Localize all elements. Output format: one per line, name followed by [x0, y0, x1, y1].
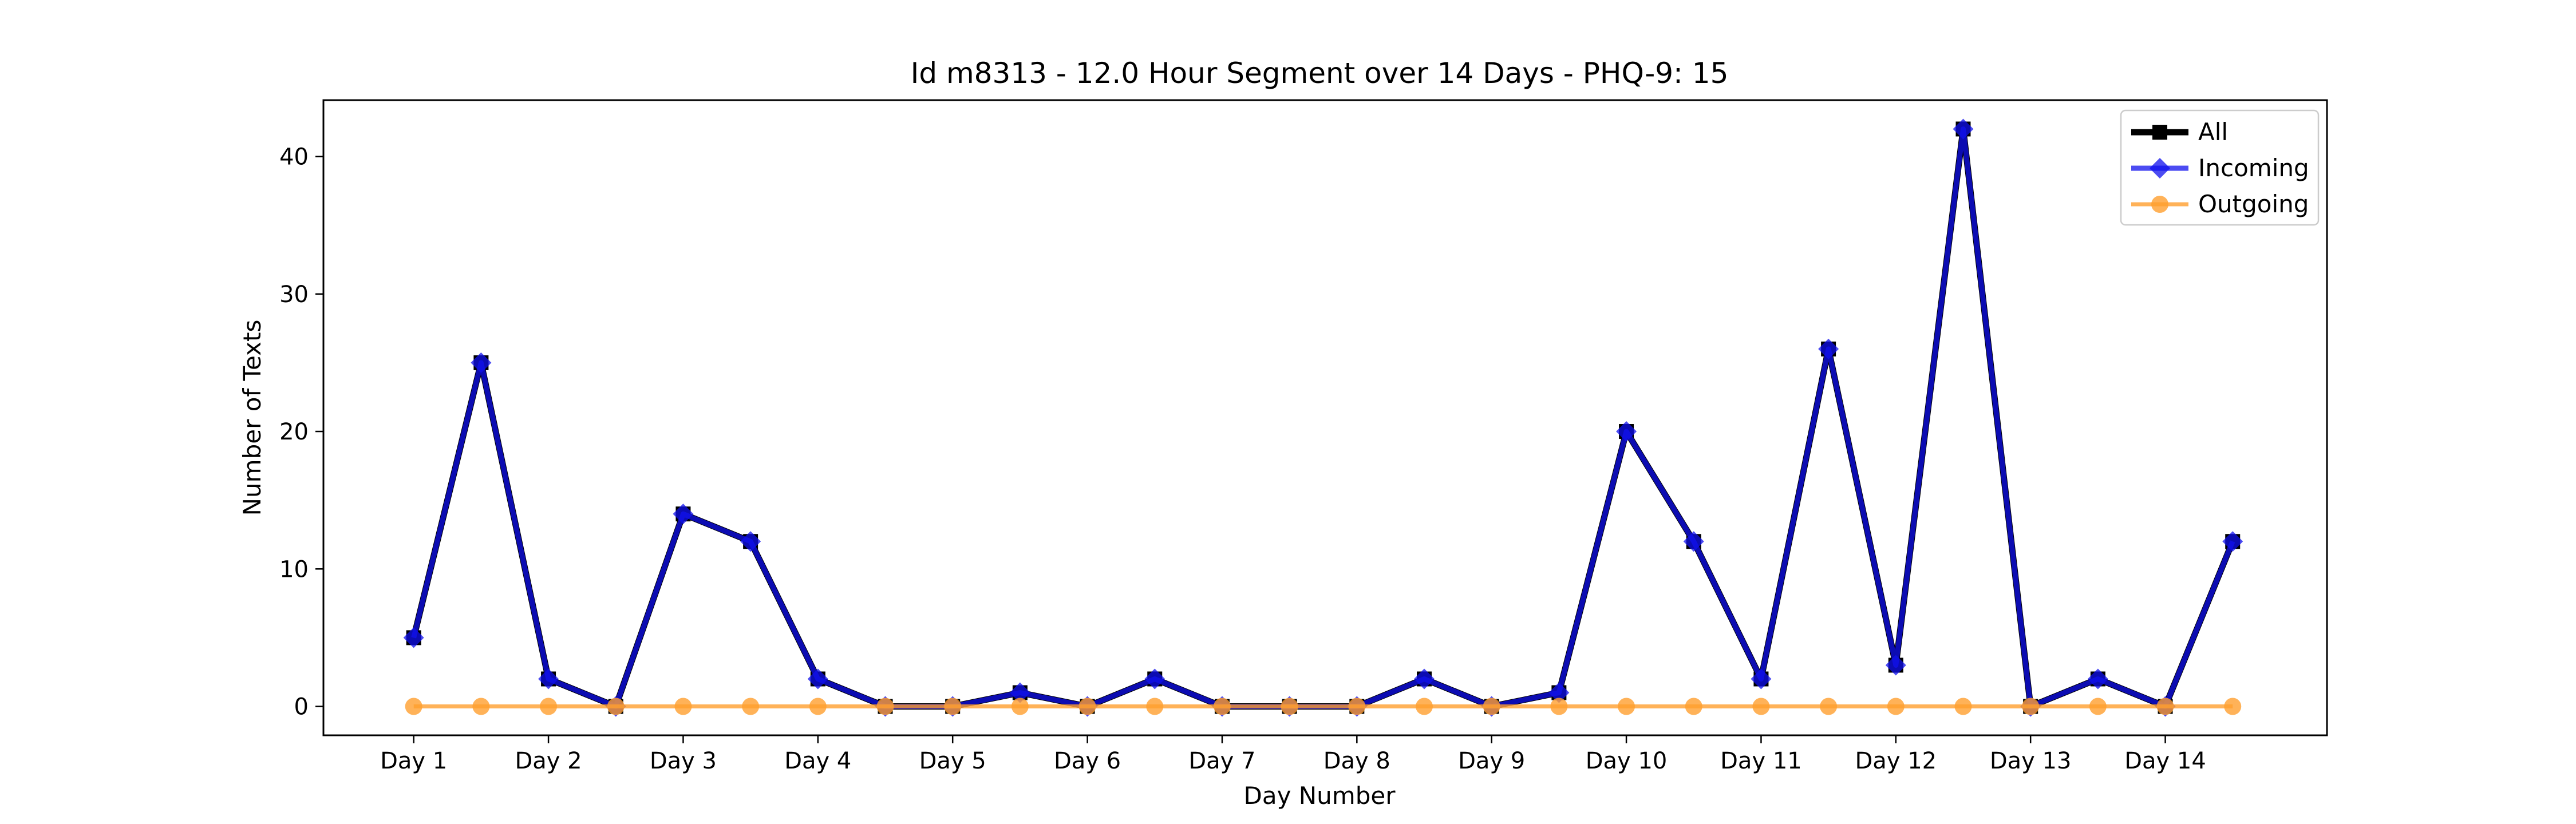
- series-incoming: [403, 118, 2243, 717]
- x-tick-label: Day 6: [1054, 748, 1121, 774]
- data-point: [607, 698, 625, 715]
- data-point: [1820, 698, 1838, 715]
- data-point: [1616, 421, 1637, 442]
- data-point: [1618, 698, 1635, 715]
- data-point: [1281, 698, 1298, 715]
- legend: All Incoming Outgoing: [2120, 109, 2320, 226]
- data-point: [673, 504, 694, 525]
- x-tick-label: Day 13: [1990, 748, 2072, 774]
- data-point: [405, 698, 422, 715]
- y-axis-label: Number of Texts: [238, 320, 266, 516]
- x-tick-label: Day 4: [784, 748, 851, 774]
- series-line: [410, 125, 2236, 710]
- plot-frame: [322, 99, 2328, 736]
- series-outgoing: [405, 698, 2242, 715]
- y-tick-label: 30: [279, 282, 309, 308]
- x-tick-label: Day 5: [919, 748, 986, 774]
- data-point: [472, 698, 490, 715]
- data-point: [1009, 682, 1030, 703]
- data-point: [944, 698, 962, 715]
- x-tick-label: Day 9: [1458, 748, 1525, 774]
- series-all: [406, 121, 2241, 714]
- data-point: [1685, 698, 1702, 715]
- data-point: [740, 531, 761, 552]
- legend-label: Incoming: [2198, 154, 2309, 182]
- data-point: [1954, 698, 1972, 715]
- legend-marker: [2152, 125, 2167, 140]
- y-tick-label: 10: [279, 556, 309, 583]
- data-point: [538, 668, 559, 690]
- x-tick-label: Day 11: [1720, 748, 1802, 774]
- x-tick-label: Day 10: [1586, 748, 1668, 774]
- x-tick-label: Day 12: [1855, 748, 1937, 774]
- data-point: [1146, 698, 1164, 715]
- data-point: [809, 698, 827, 715]
- data-point: [1953, 118, 1974, 140]
- data-point: [1348, 698, 1366, 715]
- data-point: [540, 698, 558, 715]
- y-tick-label: 40: [279, 144, 309, 171]
- data-point: [2224, 698, 2242, 715]
- data-point: [674, 698, 692, 715]
- data-point: [2087, 668, 2108, 690]
- series-line: [411, 126, 2235, 710]
- data-point: [471, 352, 492, 373]
- x-tick-label: Day 8: [1323, 748, 1390, 774]
- data-point: [2022, 698, 2040, 715]
- legend-label: All: [2198, 118, 2228, 146]
- x-tick-label: Day 2: [515, 748, 582, 774]
- data-point: [2156, 698, 2174, 715]
- data-point: [1887, 698, 1905, 715]
- data-point: [403, 627, 424, 648]
- x-tick-label: Day 3: [650, 748, 717, 774]
- y-tick-label: 20: [279, 419, 309, 445]
- data-point: [807, 668, 828, 690]
- data-point: [1483, 698, 1500, 715]
- legend-marker: [2151, 196, 2168, 213]
- data-point: [1683, 531, 1704, 552]
- legend-box: [2120, 109, 2320, 226]
- data-point: [2222, 531, 2243, 552]
- x-tick-label: Day 7: [1188, 748, 1255, 774]
- x-tick-label: Day 14: [2124, 748, 2206, 774]
- data-point: [2089, 698, 2107, 715]
- y-tick-label: 0: [294, 694, 309, 720]
- chart-title: Id m8313 - 12.0 Hour Segment over 14 Day…: [911, 57, 1729, 90]
- data-point: [1011, 698, 1029, 715]
- data-point: [1213, 698, 1231, 715]
- legend-label: Outgoing: [2198, 190, 2309, 218]
- data-point: [1752, 698, 1770, 715]
- data-point: [1548, 682, 1570, 703]
- data-point: [1415, 698, 1433, 715]
- data-point: [1078, 698, 1096, 715]
- x-axis-label: Day Number: [1243, 782, 1396, 810]
- data-point: [1550, 698, 1568, 715]
- data-point: [1885, 655, 1906, 676]
- data-point: [1144, 668, 1165, 690]
- data-point: [1818, 338, 1839, 359]
- legend-marker: [2150, 158, 2170, 179]
- data-point: [1413, 668, 1435, 690]
- x-tick-label: Day 1: [380, 748, 447, 774]
- plot-area: Day 1 Day 2 Day 3 Day 4 Day 5 Day 6 Day 7 Day 8…: [279, 99, 2328, 774]
- data-point: [1751, 668, 1772, 690]
- data-point: [876, 698, 894, 715]
- data-point: [742, 698, 760, 715]
